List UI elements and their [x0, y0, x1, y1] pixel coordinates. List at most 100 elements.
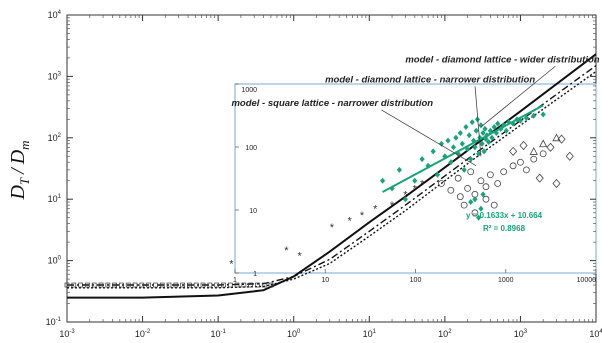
green-data-point: [479, 140, 485, 147]
square-marker: [193, 282, 199, 288]
square-marker: [180, 282, 185, 288]
x-tick-label: 10-2: [135, 329, 151, 339]
model-curve: [67, 53, 597, 299]
green-data-point: [480, 191, 486, 198]
square-marker: [214, 282, 219, 288]
inset-x-tick-label: 10: [321, 277, 329, 284]
green-data-point: [419, 156, 425, 163]
open-circle-marker: [486, 171, 494, 179]
annotation-leader: [381, 109, 477, 167]
square-marker: [187, 282, 192, 288]
open-circle-marker: [509, 162, 517, 170]
open-diamond-marker: [509, 146, 518, 157]
y-tick-label: 10-1: [46, 317, 62, 327]
inset-y-tick-label: 1000: [241, 87, 257, 94]
open-diamond-marker: [557, 134, 566, 144]
green-data-point: [396, 166, 402, 173]
green-data-point: [472, 144, 478, 151]
open-triangle-marker: [552, 133, 561, 142]
star-marker: *: [413, 183, 418, 195]
model-curve: [67, 65, 597, 286]
green-data-point: [434, 171, 441, 178]
green-data-point: [430, 148, 436, 155]
inset-x-tick-label: 100: [410, 277, 422, 284]
green-data-point: [412, 177, 418, 184]
open-diamond-marker: [552, 178, 561, 189]
open-circle-marker: [482, 195, 490, 203]
green-data-point: [486, 139, 492, 146]
annotation-leader: [474, 86, 482, 157]
green-data-point: [472, 196, 478, 203]
green-data-point: [489, 134, 495, 141]
green-data-point: [466, 132, 472, 139]
square-marker: [139, 282, 145, 288]
green-data-point: [450, 144, 457, 151]
green-data-point: [463, 123, 469, 130]
square-marker: [221, 282, 226, 288]
square-marker: [85, 282, 90, 288]
square-marker: [146, 282, 151, 288]
square-marker: [112, 282, 117, 288]
x-tick-label: 103: [514, 329, 528, 339]
green-data-point: [491, 123, 497, 130]
annotation-label: model - diamond lattice - wider distribu…: [405, 54, 599, 65]
regression-equation: y = 0.1633x + 10.664: [466, 211, 543, 220]
green-data-point: [402, 196, 408, 203]
green-data-point: [468, 199, 474, 206]
open-diamond-marker: [535, 173, 544, 183]
x-tick-label: 102: [438, 329, 452, 339]
green-data-point: [503, 127, 509, 134]
x-tick-label: 101: [363, 329, 377, 339]
green-data-point: [480, 129, 486, 136]
square-marker: [227, 282, 233, 288]
y-tick-label: 104: [48, 10, 62, 20]
green-data-point: [540, 111, 546, 118]
inset-y-tick-label: 1: [253, 271, 257, 278]
green-data-point: [481, 148, 487, 155]
y-label-slash: /: [7, 166, 29, 175]
open-circle-marker: [460, 201, 468, 209]
y-tick-label: 100: [48, 256, 62, 266]
open-circle-marker: [500, 168, 508, 176]
square-marker: [241, 282, 247, 288]
x-tick-label: 100: [287, 329, 301, 339]
open-circle-marker: [471, 209, 479, 217]
annotation-leader: [480, 65, 556, 128]
x-tick-label: 104: [589, 329, 602, 339]
star-marker: *: [373, 204, 378, 216]
square-marker: [173, 282, 179, 288]
square-marker: [105, 282, 111, 288]
y-tick-label: 102: [48, 133, 62, 143]
square-marker: [78, 282, 83, 288]
green-data-point: [465, 146, 471, 153]
star-marker: *: [330, 222, 335, 234]
regression-r2: R² = 0.8968: [483, 224, 526, 233]
open-triangle-marker: [529, 147, 538, 155]
y-label-main2: D: [7, 149, 29, 165]
star-marker: *: [420, 179, 425, 191]
green-data-point: [453, 134, 459, 141]
square-marker: [98, 282, 104, 288]
green-data-point: [461, 166, 467, 173]
open-circle-marker: [482, 183, 490, 191]
square-marker: [71, 282, 77, 288]
square-marker: [159, 282, 165, 288]
square-marker: [125, 282, 131, 288]
star-marker: *: [298, 251, 303, 263]
inset-frame: [234, 83, 597, 274]
open-circle-marker: [464, 184, 472, 192]
open-circle-marker: [490, 201, 498, 209]
open-diamond-marker: [565, 151, 574, 161]
green-data-point: [487, 127, 493, 134]
green-data-point: [442, 153, 448, 160]
open-diamond-marker: [546, 142, 555, 152]
open-diamond-marker: [519, 140, 528, 151]
green-data-point: [473, 127, 479, 134]
green-data-point: [448, 159, 454, 166]
inset-x-tick-label: 1000: [498, 277, 514, 284]
square-marker: [261, 282, 267, 288]
green-data-point: [482, 125, 488, 132]
green-data-point: [470, 137, 477, 144]
open-circle-marker: [467, 168, 475, 176]
green-data-point: [495, 120, 501, 127]
